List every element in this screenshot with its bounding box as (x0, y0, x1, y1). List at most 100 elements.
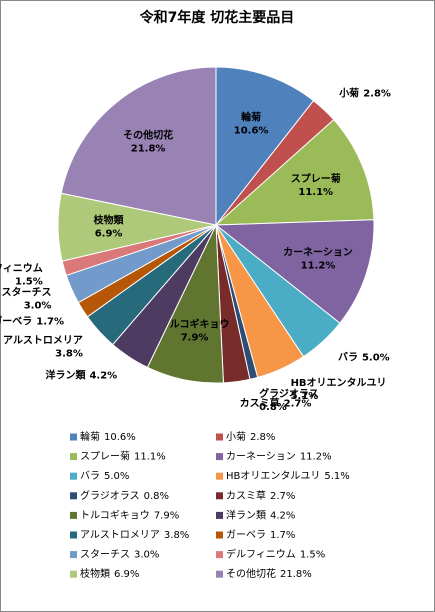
legend-label: トルコギキョウ 7.9% (80, 509, 179, 521)
legend-name: その他切花 (226, 567, 276, 580)
legend-swatch (70, 472, 77, 480)
pie-slice (215, 66, 315, 227)
legend-name: デルフィニウム (226, 548, 296, 561)
legend-value: 10.6% (104, 432, 136, 443)
legend-swatch (70, 511, 77, 519)
legend-label: グラジオラス 0.8% (80, 489, 169, 502)
data-label-value: 1.5% (15, 276, 43, 287)
data-label-name: 枝物類 (93, 214, 125, 227)
legend-swatch (70, 433, 77, 441)
legend-value: 3.0% (134, 550, 159, 561)
legend-label: スターチス 3.0% (80, 549, 159, 561)
legend-value: 11.2% (300, 452, 332, 463)
legend-value: 11.1% (134, 452, 166, 463)
legend-swatch (70, 570, 77, 578)
legend-label: バラ 5.0% (80, 470, 129, 482)
data-label-name: スプレー菊 (291, 172, 341, 185)
data-label-value: 6.9% (95, 229, 123, 240)
data-label-name: スターチス (1, 286, 51, 298)
legend-swatch (216, 433, 223, 441)
legend-label: HBオリエンタルユリ 5.1% (226, 470, 350, 482)
data-label-value: 5.0% (362, 353, 390, 364)
legend-value: 3.8% (164, 530, 189, 541)
legend-value: 2.8% (250, 432, 275, 443)
legend-value: 21.8% (280, 569, 312, 580)
data-label-value: 3.8% (55, 348, 83, 359)
data-label-name: トルコギキョウ (160, 317, 230, 330)
legend-label: カーネーション 11.2% (226, 451, 332, 463)
legend-value: 7.9% (154, 510, 179, 521)
legend-swatch (216, 453, 223, 461)
data-label: 輪菊 10.6% (234, 110, 269, 136)
pie-slice (60, 66, 217, 226)
data-label: HBオリエンタルユリ 5.1% (291, 377, 387, 402)
data-label-name: 小菊 (338, 87, 359, 100)
data-label-name: グラジオラス (259, 387, 319, 400)
legend-value: 2.7% (270, 491, 295, 502)
legend-swatch (216, 531, 223, 539)
data-label: ガーベラ 1.7% (0, 315, 64, 328)
data-label-value: 11.2% (301, 261, 336, 272)
data-label-name: デルフィニウム (0, 261, 43, 274)
data-label-value: 1.7% (36, 317, 64, 328)
data-label-value: 5.1% (291, 391, 319, 402)
data-label: カスミ草 2.7% (240, 397, 312, 410)
legend-name: HBオリエンタルユリ (226, 470, 320, 482)
legend-value: 1.5% (300, 550, 325, 561)
data-label: 洋ラン類 4.2% (45, 369, 117, 382)
data-label-name: カーネーション (283, 247, 353, 259)
data-label-value: 4.2% (89, 371, 117, 382)
data-label-value: 7.9% (181, 332, 209, 343)
data-label-name: 輪菊 (241, 110, 261, 123)
legend-label: デルフィニウム 1.5% (226, 548, 325, 561)
legend-name: ガーベラ (226, 529, 266, 541)
data-label-value: 0.8% (259, 402, 287, 413)
legend-label: 輪菊 10.6% (80, 430, 136, 443)
legend-label: アルストロメリア 3.8% (80, 530, 189, 541)
data-label: 枝物類 6.9% (93, 214, 125, 240)
data-label-name: バラ (338, 352, 358, 364)
legend-value: 5.0% (104, 471, 129, 482)
legend-name: トルコギキョウ (80, 509, 150, 521)
legend-swatch (70, 531, 77, 539)
data-label: トルコギキョウ 7.9% (160, 317, 230, 343)
legend-name: 小菊 (226, 431, 246, 443)
legend-label: ガーベラ 1.7% (226, 529, 295, 541)
legend-value: 5.1% (324, 471, 349, 482)
legend-label: スプレー菊 11.1% (80, 451, 166, 463)
legend-name: 輪菊 (80, 430, 100, 443)
legend-label: その他切花 21.8% (226, 567, 312, 580)
data-label-value: 2.7% (284, 399, 312, 410)
data-label: デルフィニウム 1.5% (0, 261, 43, 287)
data-label-name: HBオリエンタルユリ (291, 377, 387, 389)
data-label-value: 10.6% (234, 125, 269, 136)
legend-name: スプレー菊 (80, 451, 130, 463)
data-label: スターチス 3.0% (1, 286, 51, 311)
legend-name: バラ (80, 470, 100, 482)
legend-value: 4.2% (270, 510, 295, 521)
data-label-value: 11.1% (298, 187, 333, 198)
legend-label: 洋ラン類 4.2% (226, 508, 295, 521)
legend-swatch (216, 551, 223, 559)
data-label: カーネーション 11.2% (283, 247, 353, 272)
data-label-name: ガーベラ (0, 315, 32, 328)
legend-name: アルストロメリア (80, 530, 160, 541)
legend-label: カスミ草 2.7% (226, 490, 295, 502)
data-label: 小菊 2.8% (338, 87, 391, 100)
data-label: スプレー菊 11.1% (291, 172, 341, 198)
legend-value: 6.9% (114, 569, 139, 580)
legend-name: カーネーション (226, 451, 296, 463)
legend-swatch (70, 453, 77, 461)
legend-value: 0.8% (144, 491, 169, 502)
legend-label: 枝物類 6.9% (80, 567, 139, 580)
data-label-name: 洋ラン類 (45, 369, 86, 382)
data-label-name: カスミ草 (240, 397, 280, 410)
data-label-name: その他切花 (123, 129, 173, 142)
legend-name: スターチス (80, 549, 130, 561)
legend-label: 小菊 2.8% (226, 431, 275, 443)
data-label-value: 2.8% (363, 89, 391, 100)
data-label-value: 3.0% (24, 300, 52, 311)
data-label: バラ 5.0% (338, 352, 390, 364)
data-label-value: 21.8% (131, 144, 166, 155)
legend-name: 枝物類 (80, 567, 110, 580)
